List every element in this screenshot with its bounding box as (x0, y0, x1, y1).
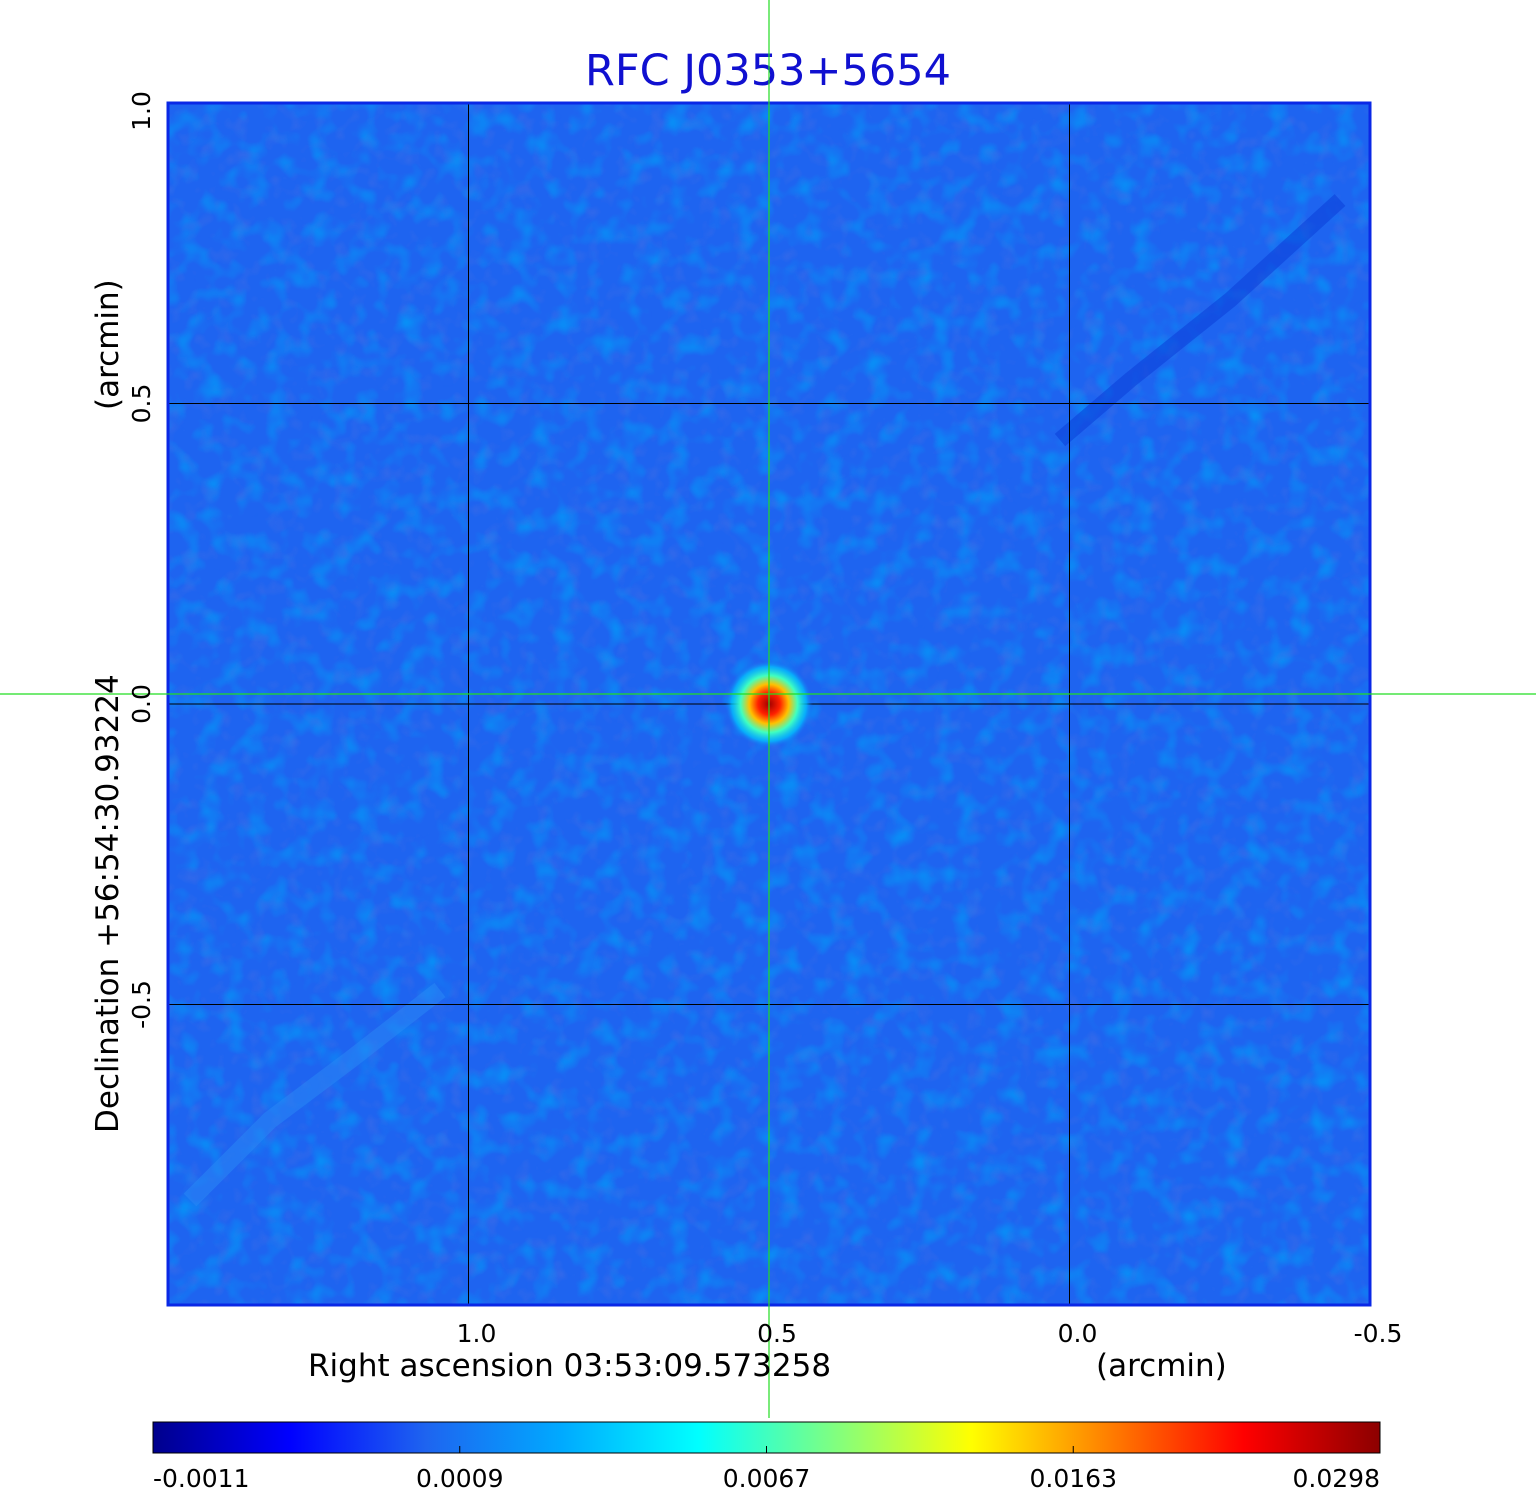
chart-title: RFC J0353+5654 (585, 46, 951, 96)
colorbar-tick-labels: -0.0011 0.0009 0.0067 0.0163 0.0298 (152, 1446, 1381, 1493)
y-tick-label-3: 1.0 (127, 91, 156, 131)
x-tick-label-0: 1.0 (457, 1319, 497, 1348)
x-tick-label-3: -0.5 (1354, 1319, 1403, 1348)
y-tick-label-0: -0.5 (127, 980, 156, 1029)
x-axis-label: Right ascension 03:53:09.573258 (308, 1348, 831, 1384)
colorbar-tick-label-3: 0.0163 (1030, 1464, 1117, 1493)
y-tick-label-1: 0.0 (127, 684, 156, 724)
crosshair (0, 0, 1536, 1418)
y-axis-unit: (arcmin) (90, 279, 126, 410)
y-axis-label: Declination +56:54:30.93224 (90, 674, 126, 1133)
x-axis-tick-labels: 1.0 0.5 0.0 -0.5 (457, 1319, 1403, 1348)
colorbar-tick-label-1: 0.0009 (416, 1464, 503, 1493)
colorbar-tick-label-2: 0.0067 (723, 1464, 810, 1493)
x-tick-label-2: 0.0 (1058, 1319, 1098, 1348)
colorbar-tick-label-4: 0.0298 (1293, 1464, 1380, 1493)
sidelobe-streak-lower (183, 982, 446, 1207)
y-axis-tick-labels: -0.5 0.0 0.5 1.0 (127, 91, 156, 1029)
x-tick-label-1: 0.5 (757, 1319, 797, 1348)
colorbar-tick-label-0: -0.0011 (153, 1464, 250, 1493)
y-tick-label-2: 0.5 (127, 384, 156, 424)
sidelobe-streak-upper (1054, 194, 1346, 447)
colorbar: -0.0011 0.0009 0.0067 0.0163 0.0298 (152, 1421, 1381, 1493)
x-axis-unit: (arcmin) (1096, 1348, 1227, 1384)
